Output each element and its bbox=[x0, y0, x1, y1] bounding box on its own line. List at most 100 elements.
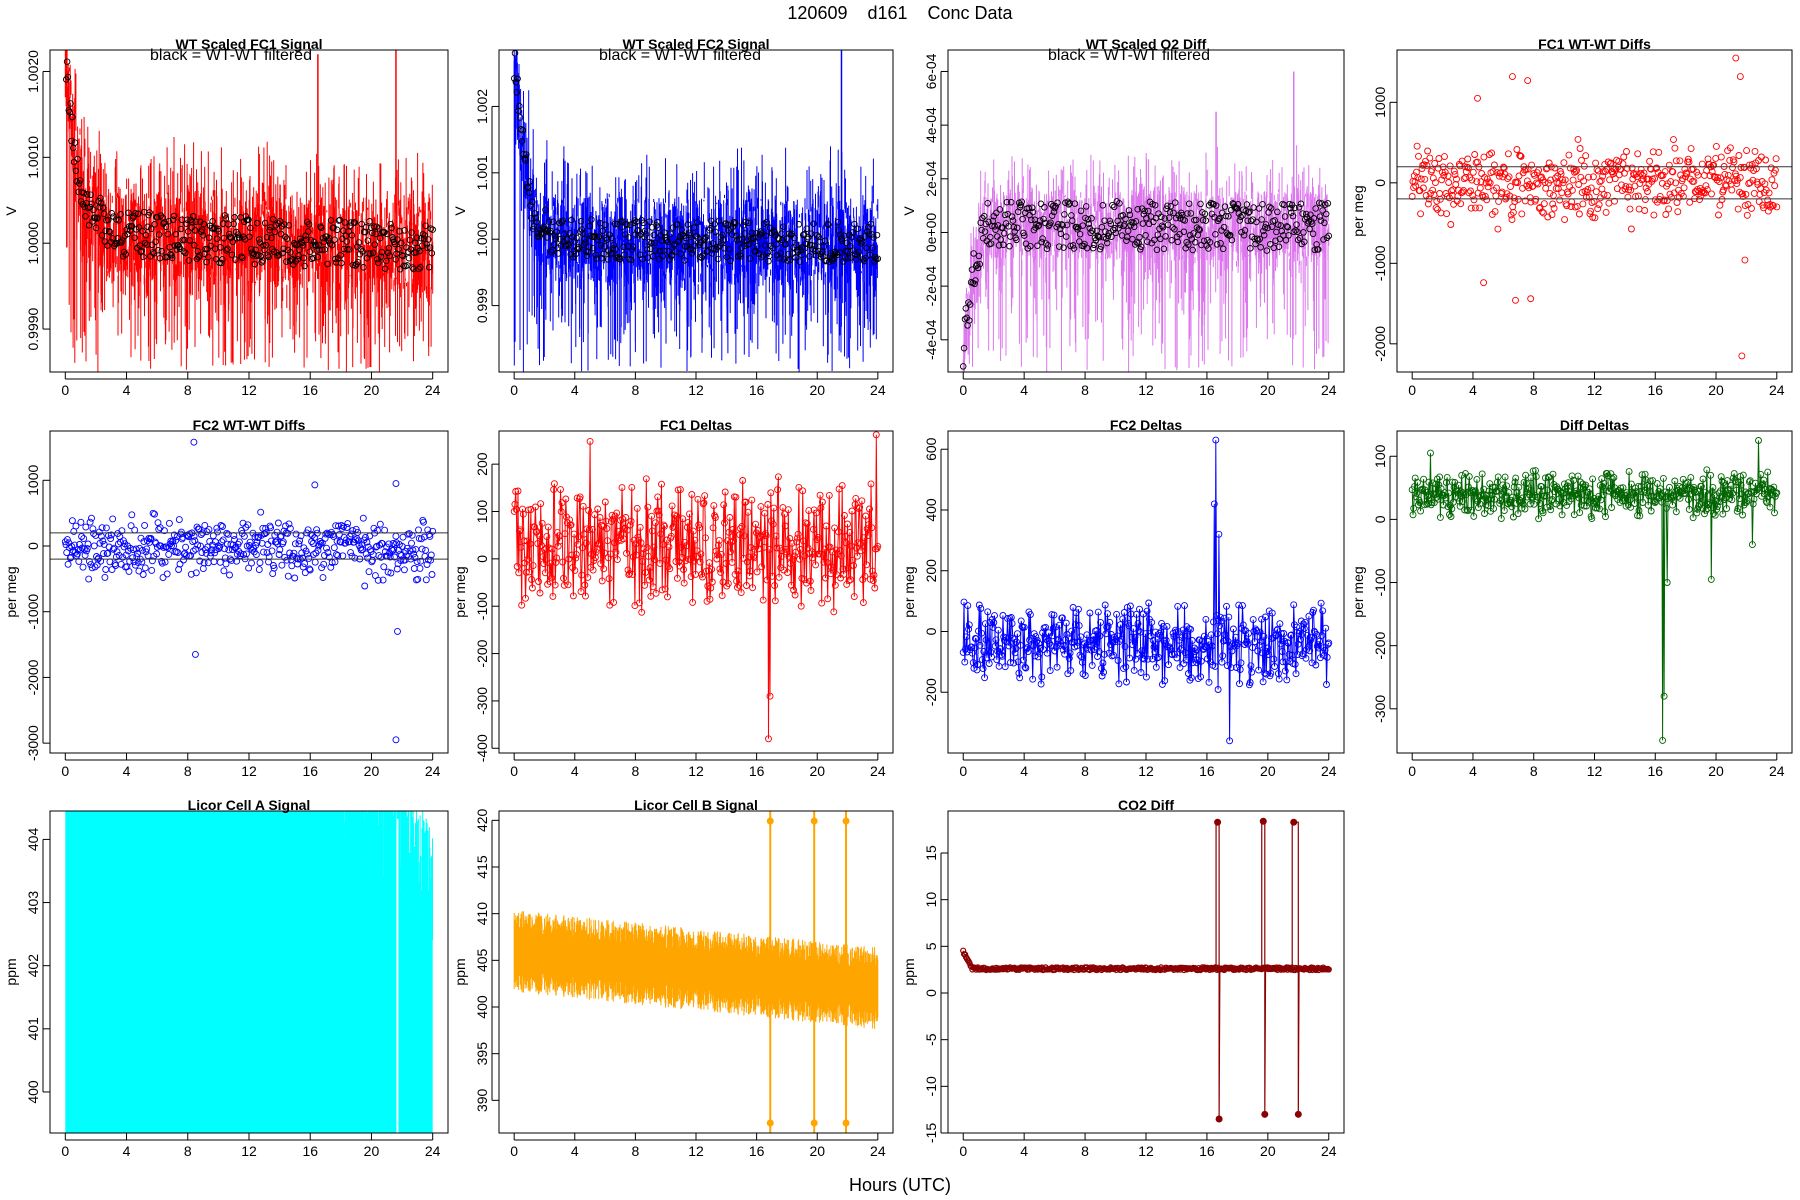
chart-title: WT Scaled FC1 Signal bbox=[175, 36, 322, 52]
data-point bbox=[1223, 662, 1231, 670]
data-point bbox=[1755, 437, 1762, 444]
filtered-point bbox=[757, 228, 764, 235]
data-point bbox=[218, 538, 226, 546]
data-point bbox=[269, 562, 277, 569]
data-point bbox=[1610, 474, 1618, 481]
data-point bbox=[839, 565, 847, 573]
filtered-point bbox=[722, 220, 730, 227]
data-point bbox=[1523, 493, 1531, 501]
y-tick-label: -200 bbox=[923, 678, 939, 706]
data-point bbox=[517, 543, 525, 551]
data-point bbox=[1284, 639, 1292, 647]
x-tick-label: 8 bbox=[631, 1143, 639, 1159]
data-point bbox=[399, 533, 407, 541]
data-point bbox=[1423, 161, 1431, 169]
data-point bbox=[417, 557, 425, 565]
data-point bbox=[71, 541, 78, 549]
data-point bbox=[1701, 510, 1708, 518]
data-point bbox=[654, 493, 662, 501]
filtered-point bbox=[146, 209, 153, 216]
data-point bbox=[1696, 196, 1703, 204]
filtered-point bbox=[1283, 223, 1291, 230]
data-point bbox=[1632, 492, 1640, 500]
data-point bbox=[1213, 630, 1221, 638]
data-point bbox=[1728, 496, 1736, 504]
filtered-point bbox=[965, 299, 972, 306]
data-point bbox=[1436, 473, 1444, 481]
filtered-point bbox=[792, 254, 799, 261]
data-point bbox=[1130, 666, 1138, 674]
filtered-point bbox=[864, 227, 871, 235]
data-point bbox=[673, 574, 681, 582]
filtered-point bbox=[1050, 208, 1058, 216]
filtered-point bbox=[1157, 235, 1164, 243]
y-axis-label: per meg bbox=[452, 566, 468, 617]
y-tick-label: 5 bbox=[923, 942, 939, 950]
data-point bbox=[1525, 184, 1533, 192]
data-point bbox=[1580, 502, 1588, 510]
filtered-point bbox=[1038, 238, 1045, 246]
data-point bbox=[556, 537, 564, 545]
filtered-point bbox=[172, 230, 180, 238]
data-point bbox=[1685, 158, 1693, 166]
filtered-point bbox=[1055, 243, 1063, 250]
data-point bbox=[1427, 449, 1434, 457]
data-point bbox=[1700, 496, 1708, 504]
data-point bbox=[333, 537, 341, 545]
data-point bbox=[214, 542, 222, 550]
data-point bbox=[1303, 631, 1311, 639]
data-point bbox=[1578, 156, 1585, 164]
data-point bbox=[1440, 172, 1448, 179]
data-point bbox=[1517, 152, 1525, 160]
x-tick-label: 0 bbox=[510, 1143, 518, 1159]
filtered-point bbox=[1168, 236, 1175, 244]
filtered-point bbox=[1107, 220, 1114, 227]
filtered-point bbox=[1196, 226, 1203, 234]
filtered-point bbox=[183, 220, 190, 227]
x-tick-label: 4 bbox=[571, 1143, 579, 1159]
data-point bbox=[1718, 196, 1726, 203]
data-point bbox=[1167, 646, 1175, 654]
filtered-point bbox=[321, 246, 329, 253]
data-point bbox=[1669, 168, 1677, 176]
data-point bbox=[1606, 484, 1614, 492]
data-point bbox=[673, 512, 681, 520]
data-point bbox=[1187, 625, 1195, 633]
data-point bbox=[1572, 168, 1580, 176]
data-point bbox=[1011, 649, 1019, 657]
data-point bbox=[757, 503, 765, 511]
data-point bbox=[1682, 169, 1690, 177]
filtered-point bbox=[255, 236, 263, 243]
x-tick-label: 8 bbox=[631, 382, 639, 398]
data-point bbox=[548, 545, 556, 553]
data-point bbox=[270, 564, 278, 572]
filtered-point bbox=[200, 220, 208, 228]
data-point bbox=[429, 527, 437, 535]
filtered-point bbox=[1123, 237, 1130, 244]
filtered-point bbox=[355, 239, 363, 246]
data-point bbox=[1536, 203, 1544, 211]
filtered-point bbox=[973, 262, 980, 270]
filtered-point bbox=[1142, 232, 1149, 239]
filtered-point bbox=[383, 230, 391, 238]
filtered-point bbox=[299, 242, 307, 249]
data-point bbox=[726, 514, 734, 521]
y-tick-label: 1.0010 bbox=[25, 136, 41, 179]
data-point bbox=[305, 554, 313, 562]
data-point bbox=[291, 574, 299, 582]
filtered-point bbox=[425, 263, 433, 271]
y-tick-label: 0.9990 bbox=[25, 307, 41, 350]
data-point bbox=[125, 567, 133, 575]
data-point bbox=[1770, 483, 1778, 491]
data-point bbox=[1081, 672, 1089, 679]
data-point bbox=[1594, 205, 1602, 213]
data-point bbox=[740, 554, 747, 562]
data-point bbox=[1544, 213, 1552, 221]
data-point bbox=[843, 580, 851, 588]
data-point bbox=[793, 538, 801, 546]
filtered-point bbox=[1111, 225, 1119, 232]
filtered-point bbox=[1137, 243, 1145, 250]
data-point bbox=[192, 545, 200, 553]
filtered-point bbox=[71, 139, 79, 146]
